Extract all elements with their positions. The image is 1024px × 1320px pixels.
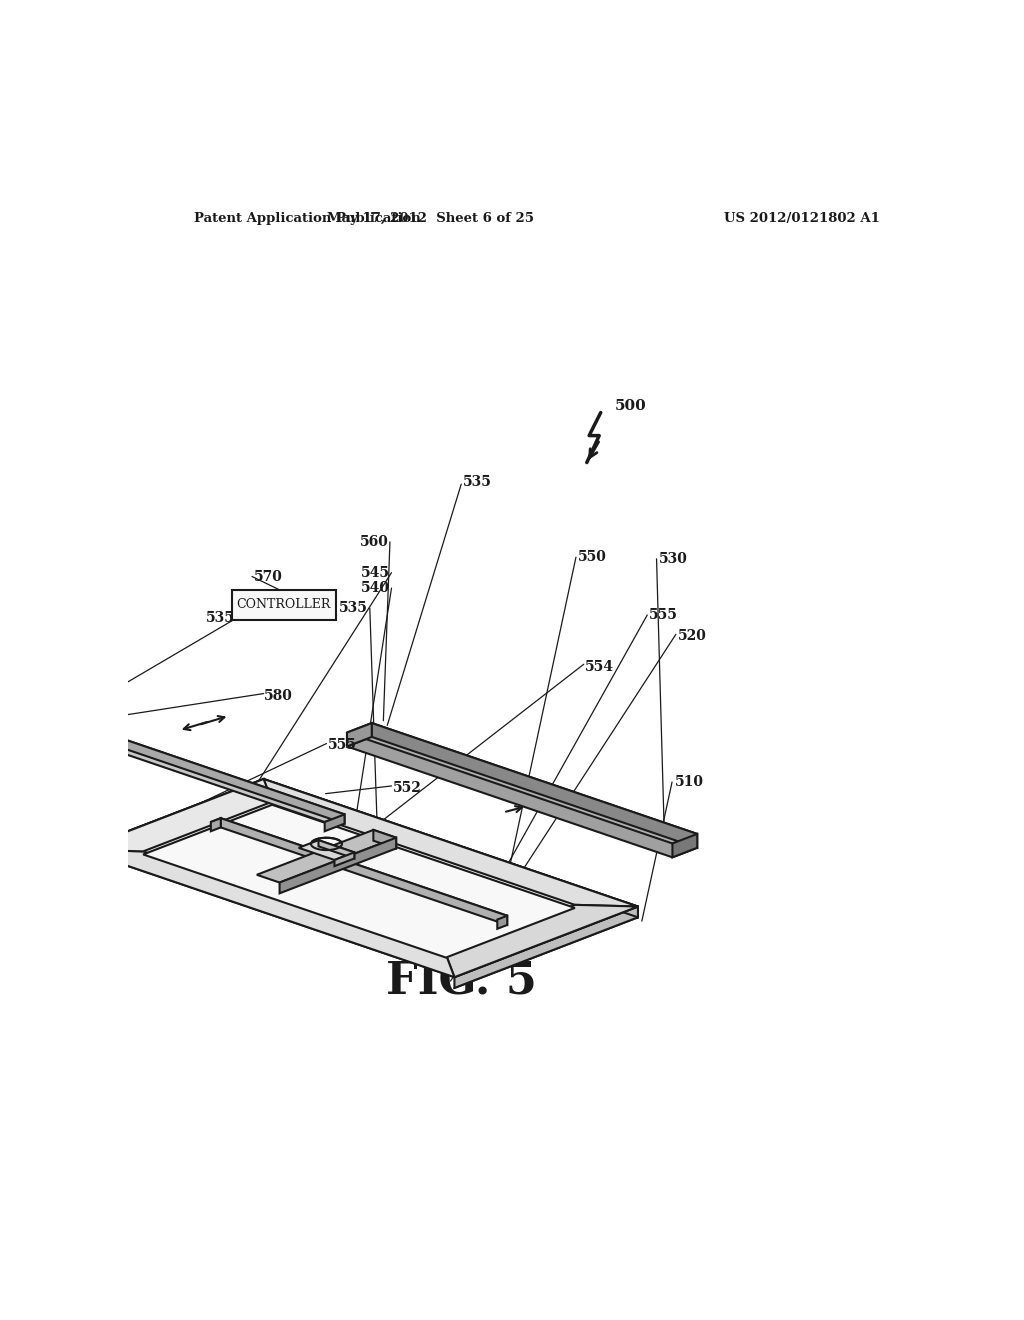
Polygon shape	[80, 779, 272, 851]
Polygon shape	[335, 853, 354, 866]
Polygon shape	[318, 840, 354, 858]
Polygon shape	[455, 907, 638, 987]
Text: 530: 530	[658, 552, 688, 566]
Text: 545: 545	[360, 566, 390, 579]
Text: 555: 555	[328, 738, 356, 752]
Text: 552: 552	[393, 781, 422, 795]
Polygon shape	[80, 779, 638, 977]
Text: 580: 580	[263, 689, 293, 702]
Text: 520: 520	[678, 628, 708, 643]
Text: 554: 554	[586, 660, 614, 673]
Polygon shape	[40, 717, 344, 822]
Polygon shape	[59, 717, 344, 824]
Polygon shape	[263, 779, 638, 917]
Text: 550: 550	[578, 550, 606, 564]
Polygon shape	[221, 818, 507, 925]
Text: 540: 540	[360, 581, 390, 595]
Polygon shape	[211, 818, 507, 920]
Text: 500: 500	[614, 400, 646, 413]
Polygon shape	[280, 838, 396, 894]
Polygon shape	[372, 723, 697, 847]
Polygon shape	[445, 904, 638, 977]
Polygon shape	[263, 779, 638, 907]
Polygon shape	[299, 840, 354, 861]
Text: 570: 570	[254, 569, 283, 583]
Text: 535: 535	[463, 475, 492, 488]
Polygon shape	[211, 818, 221, 832]
Polygon shape	[374, 830, 396, 849]
Polygon shape	[498, 916, 507, 929]
Text: FIG. 5: FIG. 5	[386, 961, 537, 1003]
Text: 555: 555	[649, 609, 678, 622]
Polygon shape	[347, 723, 372, 746]
Text: US 2012/0121802 A1: US 2012/0121802 A1	[724, 213, 881, 224]
Polygon shape	[257, 830, 396, 883]
Polygon shape	[40, 717, 59, 734]
Text: 535: 535	[339, 601, 369, 615]
Text: Patent Application Publication: Patent Application Publication	[194, 213, 421, 224]
Polygon shape	[347, 723, 697, 843]
Text: 535: 535	[206, 611, 234, 626]
Text: 560: 560	[359, 535, 388, 549]
FancyBboxPatch shape	[231, 590, 336, 619]
Polygon shape	[80, 779, 263, 861]
Polygon shape	[80, 850, 455, 977]
Polygon shape	[347, 737, 697, 857]
Polygon shape	[325, 814, 344, 832]
Text: May 17, 2012  Sheet 6 of 25: May 17, 2012 Sheet 6 of 25	[327, 213, 534, 224]
Text: CONTROLLER: CONTROLLER	[237, 598, 331, 611]
Polygon shape	[143, 805, 574, 957]
Polygon shape	[673, 834, 697, 857]
Text: 510: 510	[675, 775, 703, 789]
